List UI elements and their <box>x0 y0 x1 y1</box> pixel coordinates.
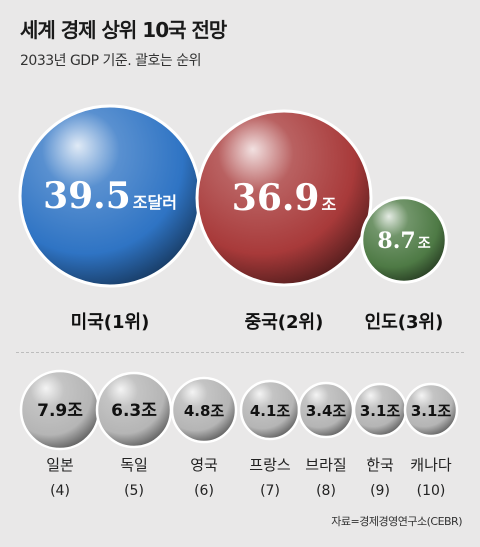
country-name: 독일 <box>120 456 148 474</box>
bubble-value: 3.4조 <box>306 402 347 420</box>
bubble-value: 8.7 <box>377 228 415 254</box>
bubble-rank-10 <box>403 382 459 438</box>
country-rank: (10) <box>417 483 446 499</box>
chart-title: 세계 경제 상위 10국 전망 <box>20 18 227 42</box>
country-rank: (8) <box>316 483 336 499</box>
country-label-1: 미국(1위) <box>71 312 150 333</box>
bubble-value-label: 36.9 조 <box>232 177 337 219</box>
chart-subtitle: 2033년 GDP 기준. 괄호는 순위 <box>20 53 202 69</box>
country-rank: (9) <box>370 483 390 499</box>
bubble-value: 39.5 <box>43 175 131 217</box>
bubble-value-label: 39.5 조달러 <box>43 175 177 217</box>
bubble-value-label: 8.7 조 <box>377 228 430 254</box>
bubble-value: 4.1조 <box>250 402 291 420</box>
bubble-unit: 조달러 <box>133 193 177 212</box>
bubble-rank-2 <box>195 109 373 287</box>
bubble-group-3: 8.7 조인도(3위) <box>360 196 448 333</box>
country-rank: (5) <box>124 483 144 499</box>
bubble-value: 3.1조 <box>360 402 401 420</box>
bubble-rank-6 <box>170 376 238 444</box>
source-note: 자료=경제경영연구소(CEBR) <box>331 515 462 528</box>
country-rank: (4) <box>50 483 70 499</box>
bubble-value: 6.3조 <box>111 401 157 421</box>
country-rank: (7) <box>260 483 280 499</box>
country-name: 일본 <box>46 456 74 474</box>
country-name: 프랑스 <box>249 456 291 474</box>
country-label-3: 인도(3위) <box>365 312 444 333</box>
bubble-value: 7.9조 <box>37 401 83 421</box>
country-label-2: 중국(2위) <box>245 312 324 333</box>
bubble-group-2: 36.9 조중국(2위) <box>195 109 373 333</box>
divider <box>16 352 464 353</box>
country-rank: (6) <box>194 483 214 499</box>
bubble-value: 4.8조 <box>184 402 225 420</box>
country-name: 캐나다 <box>410 456 452 474</box>
country-name: 영국 <box>190 456 218 474</box>
bubble-value: 36.9 <box>232 177 320 219</box>
country-name: 브라질 <box>305 456 346 474</box>
bubble-rank-3 <box>360 196 448 284</box>
bubble-value: 3.1조 <box>411 402 452 420</box>
country-name: 한국 <box>366 456 394 474</box>
bubble-unit: 조 <box>321 195 336 214</box>
bubble-unit: 조 <box>418 236 431 252</box>
